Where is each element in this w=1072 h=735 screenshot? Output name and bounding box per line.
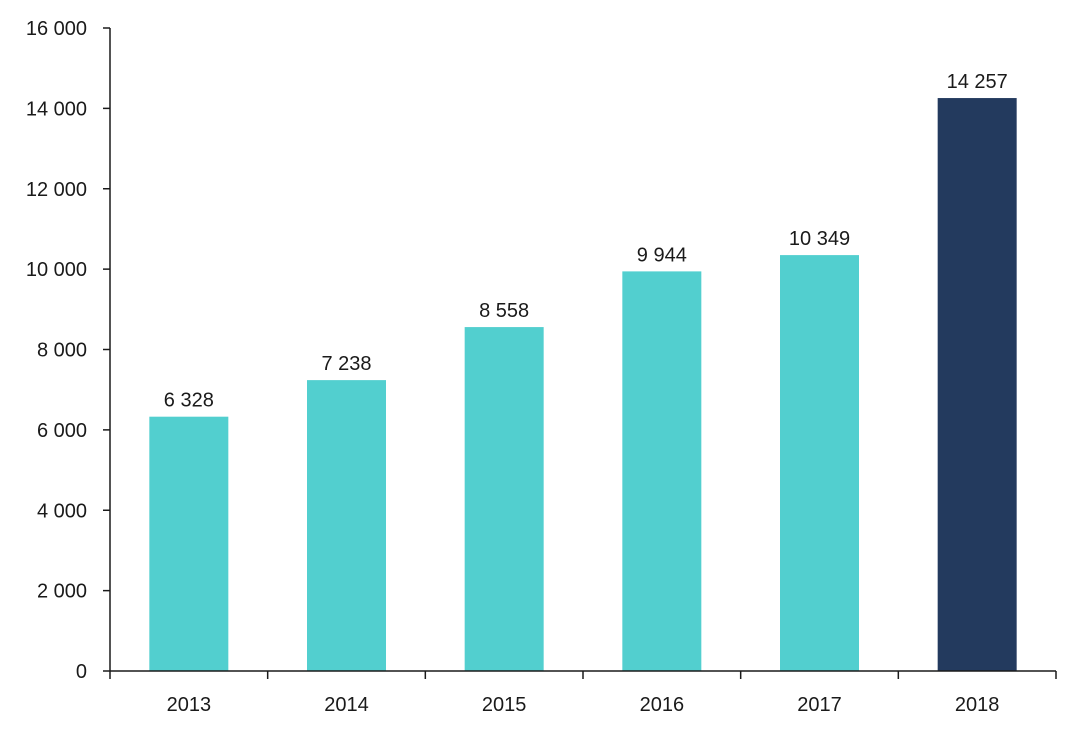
y-tick-label: 6 000 (37, 420, 87, 442)
value-label-2015: 8 558 (479, 300, 529, 322)
bar-2016 (622, 271, 702, 671)
x-tick-label-2014: 2014 (324, 694, 369, 716)
y-tick-label: 14 000 (26, 98, 87, 120)
x-tick-label-2016: 2016 (640, 694, 685, 716)
y-ticks-layer: 0 2 000 4 000 6 000 8 000 10 000 12 000 14 000 1… (26, 18, 110, 683)
bar-2017 (780, 255, 859, 671)
bars-layer (149, 98, 1017, 672)
axes-layer (109, 28, 1056, 672)
y-tick-label: 8 000 (37, 340, 87, 362)
x-tick-label-2013: 2013 (167, 694, 212, 716)
x-tick-label-2018: 2018 (955, 694, 1000, 716)
value-labels-layer: 6 328 7 238 8 558 9 944 10 349 14 257 (164, 71, 1008, 412)
y-tick-label: 16 000 (26, 18, 87, 40)
bar-2018 (937, 98, 1017, 672)
x-tick-label-2015: 2015 (482, 694, 527, 716)
x-ticks-layer: 2013 2014 2015 2016 2017 2018 (109, 671, 1057, 716)
value-label-2018: 14 257 (947, 71, 1008, 93)
value-label-2017: 10 349 (789, 228, 850, 250)
bar-2015 (464, 327, 544, 671)
x-tick-label-2017: 2017 (797, 694, 842, 716)
bar-2014 (307, 380, 386, 671)
value-label-2016: 9 944 (637, 244, 687, 266)
y-tick-label: 2 000 (37, 581, 87, 603)
y-tick-label: 10 000 (26, 259, 87, 281)
y-tick-label: 4 000 (37, 500, 87, 522)
value-label-2014: 7 238 (321, 353, 371, 375)
value-label-2013: 6 328 (164, 390, 214, 412)
y-tick-label: 0 (76, 661, 87, 683)
y-tick-label: 12 000 (26, 179, 87, 201)
bar-2013 (149, 416, 229, 671)
